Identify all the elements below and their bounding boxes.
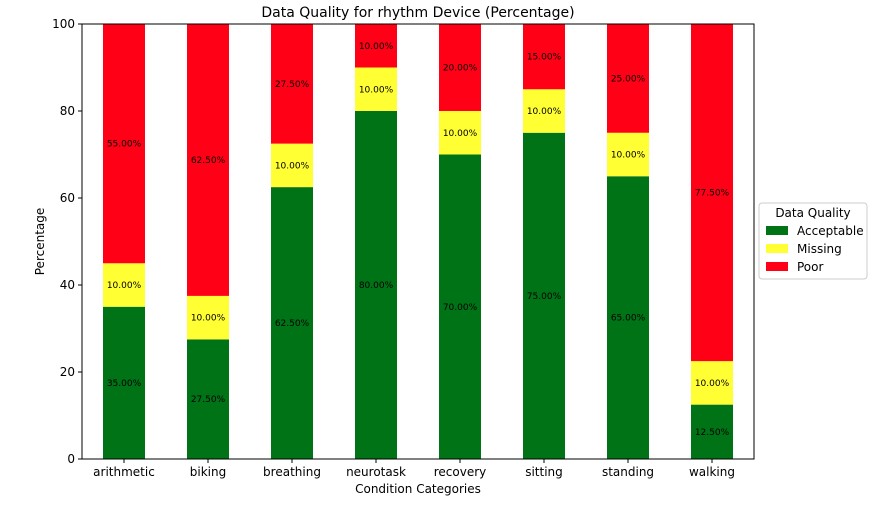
legend-frame [758, 202, 868, 280]
legend-swatch-missing [766, 244, 788, 253]
legend-swatch-acceptable [766, 226, 788, 235]
data-label-standing-acceptable: 65.00% [611, 314, 646, 324]
bar-biking-poor [187, 24, 229, 296]
bar-neurotask-missing [355, 67, 397, 111]
data-label-walking-missing: 10.00% [695, 379, 730, 389]
bar-neurotask-poor [355, 24, 397, 68]
bar-walking-missing [691, 361, 733, 405]
bar-breathing-poor [271, 24, 313, 144]
x-tick-label-sitting: sitting [525, 465, 563, 479]
data-label-breathing-missing: 10.00% [275, 161, 310, 171]
data-label-arithmetic-missing: 10.00% [107, 281, 142, 291]
bar-standing-poor [607, 24, 649, 133]
bar-standing-missing [607, 132, 649, 177]
x-axis: arithmetic biking breathing neurotask recove… [93, 459, 735, 479]
legend-label-poor: Poor [797, 260, 823, 274]
data-label-arithmetic-poor: 55.00% [107, 140, 142, 150]
bar-arithmetic-poor [103, 24, 145, 264]
data-label-breathing-poor: 27.50% [275, 80, 310, 90]
x-axis-label: Condition Categories [355, 482, 481, 496]
bar-walking-acceptable [691, 404, 733, 459]
bar-recovery-poor [439, 24, 481, 111]
data-label-biking-missing: 10.00% [191, 314, 226, 324]
y-tick-label: 40 [60, 278, 75, 292]
data-label-standing-missing: 10.00% [611, 151, 646, 161]
data-label-breathing-acceptable: 62.50% [275, 319, 310, 329]
bar-breathing-missing [271, 143, 313, 188]
data-label-arithmetic-acceptable: 35.00% [107, 379, 142, 389]
plot-area: 35.00% 10.00% 55.00% 27.50% 10.00% 62.50% 62.5… [103, 24, 733, 459]
bar-walking-poor [691, 24, 733, 362]
data-label-neurotask-missing: 10.00% [359, 85, 394, 95]
data-label-standing-poor: 25.00% [611, 74, 646, 84]
data-label-biking-poor: 62.50% [191, 156, 226, 166]
bar-neurotask-acceptable [355, 111, 397, 459]
data-label-neurotask-acceptable: 80.00% [359, 281, 394, 291]
x-tick-label-neurotask: neurotask [346, 465, 406, 479]
y-tick-label: 20 [60, 365, 75, 379]
bar-recovery-acceptable [439, 154, 481, 459]
x-tick-label-walking: walking [689, 465, 735, 479]
data-label-walking-acceptable: 12.50% [695, 428, 730, 438]
legend-label-missing: Missing [797, 242, 842, 256]
x-tick-label-breathing: breathing [263, 465, 321, 479]
legend-swatch-poor [766, 262, 788, 271]
y-axis: 0 20 40 60 80 100 [52, 17, 82, 466]
legend: Data Quality Acceptable Missing Poor [758, 202, 868, 280]
bar-sitting-poor [523, 24, 565, 90]
x-tick-label-arithmetic: arithmetic [93, 465, 155, 479]
y-tick-label: 80 [60, 104, 75, 118]
data-label-sitting-poor: 15.00% [527, 53, 562, 63]
bar-biking-acceptable [187, 339, 229, 459]
data-label-neurotask-poor: 10.00% [359, 42, 394, 52]
bar-arithmetic-missing [103, 263, 145, 307]
legend-title: Data Quality [775, 206, 850, 220]
bar-recovery-missing [439, 111, 481, 155]
x-tick-label-standing: standing [602, 465, 654, 479]
data-label-walking-poor: 77.50% [695, 189, 730, 199]
bar-breathing-acceptable [271, 187, 313, 459]
y-tick-label: 100 [52, 17, 75, 31]
x-tick-label-recovery: recovery [434, 465, 487, 479]
bar-biking-missing [187, 295, 229, 340]
x-tick-label-biking: biking [190, 465, 226, 479]
y-tick-label: 0 [67, 452, 75, 466]
bar-standing-acceptable [607, 176, 649, 459]
data-label-biking-acceptable: 27.50% [191, 395, 226, 405]
data-label-recovery-acceptable: 70.00% [443, 303, 478, 313]
y-tick-label: 60 [60, 191, 75, 205]
bar-sitting-acceptable [523, 132, 565, 459]
bar-sitting-missing [523, 89, 565, 133]
axes-frame [81, 23, 755, 460]
data-label-recovery-poor: 20.00% [443, 64, 478, 74]
bar-arithmetic-acceptable [103, 306, 145, 459]
data-label-recovery-missing: 10.00% [443, 129, 478, 139]
chart-title: Data Quality for rhythm Device (Percenta… [261, 5, 574, 21]
legend-label-acceptable: Acceptable [797, 224, 864, 238]
y-axis-label: Percentage [33, 208, 47, 276]
data-label-sitting-missing: 10.00% [527, 107, 562, 117]
data-label-sitting-acceptable: 75.00% [527, 292, 562, 302]
